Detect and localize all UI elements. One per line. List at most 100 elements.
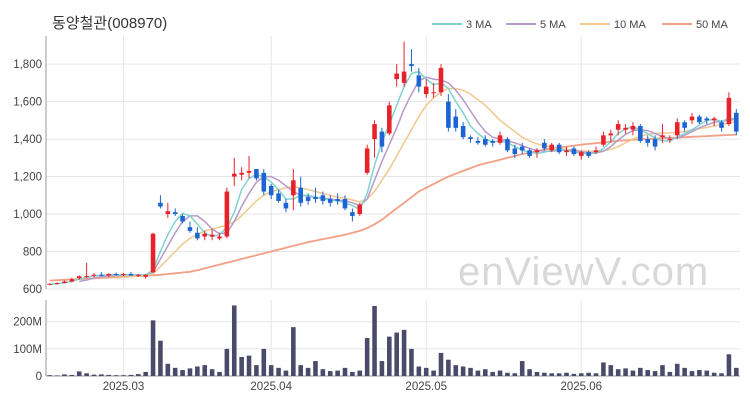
candle-body xyxy=(305,197,311,201)
volume-bar xyxy=(231,305,237,376)
price-tick-label: 1,200 xyxy=(13,172,42,184)
candle xyxy=(615,120,621,136)
candle-body xyxy=(623,127,628,130)
volume-bar xyxy=(62,374,67,376)
line-ma10 xyxy=(116,87,737,279)
volume-bar xyxy=(593,373,599,376)
candle-body xyxy=(556,144,562,153)
volume-bar xyxy=(113,375,119,376)
candle xyxy=(209,229,215,241)
volume-bar xyxy=(667,371,673,376)
volume-bar xyxy=(305,367,311,376)
candle xyxy=(719,120,724,132)
candle xyxy=(357,202,363,216)
volume-bar xyxy=(505,372,510,376)
candle xyxy=(711,116,717,126)
volume-bar xyxy=(623,368,628,376)
candle-body xyxy=(387,105,392,134)
candle xyxy=(254,169,259,181)
candle-body xyxy=(438,67,444,93)
candle xyxy=(305,193,311,205)
candle xyxy=(313,187,318,203)
candle-body xyxy=(76,276,82,279)
volume-bar xyxy=(350,371,355,376)
candle-body xyxy=(121,274,126,276)
volume-bar xyxy=(608,365,614,376)
candle xyxy=(291,169,296,211)
candle xyxy=(401,41,407,87)
volume-tick-label: 100M xyxy=(13,344,42,356)
volume-bar xyxy=(372,305,377,376)
volume-bar xyxy=(571,373,577,376)
candle xyxy=(638,124,643,143)
candle xyxy=(84,262,89,278)
volume-bar xyxy=(446,359,451,376)
candle-body xyxy=(372,124,377,140)
volume-bar xyxy=(711,372,717,376)
candle xyxy=(261,169,267,196)
candle xyxy=(519,142,525,155)
price-tick-label: 1,800 xyxy=(13,59,42,71)
price-axis: 600 800 1,000 1,200 1,400 1,600 1,800 xyxy=(13,59,42,296)
candle xyxy=(652,135,658,151)
volume-bar xyxy=(401,329,407,376)
volume-bar xyxy=(586,372,591,376)
candle-body xyxy=(209,234,215,237)
candle-body xyxy=(224,191,230,237)
volume-bar xyxy=(121,375,126,376)
candle-body xyxy=(578,152,584,156)
volume-tick-label: 200M xyxy=(13,317,42,329)
watermark: enViewV.com xyxy=(458,250,709,294)
candle xyxy=(364,144,370,175)
candle xyxy=(180,214,185,224)
legend-label-ma3: 3 MA xyxy=(466,19,492,31)
volume-bar xyxy=(335,370,340,376)
volume-bar xyxy=(482,369,488,376)
candle-body xyxy=(460,125,466,138)
candle xyxy=(217,232,222,241)
price-grid xyxy=(45,36,740,290)
candle xyxy=(91,273,97,278)
volume-bar xyxy=(195,366,200,376)
candle-body xyxy=(490,140,495,143)
candle-body xyxy=(357,204,363,215)
candle xyxy=(187,221,193,233)
volume-bar xyxy=(409,348,414,376)
candle xyxy=(268,184,274,200)
candle-body xyxy=(468,137,473,140)
volume-bar xyxy=(313,361,318,376)
volume-bar xyxy=(475,370,481,376)
volume-grid xyxy=(45,300,740,377)
volume-bar xyxy=(106,374,112,376)
candle xyxy=(246,155,252,179)
volume-bar xyxy=(364,338,370,376)
candle xyxy=(47,283,52,286)
volume-bar xyxy=(497,370,503,376)
candle-body xyxy=(630,125,636,130)
volume-bar xyxy=(320,369,326,376)
candle xyxy=(150,232,156,274)
candle-body xyxy=(401,71,407,83)
volume-bar xyxy=(527,369,532,376)
candle xyxy=(76,275,82,280)
candle xyxy=(542,139,547,151)
candle xyxy=(202,230,208,241)
candle-body xyxy=(350,212,355,216)
volume-bar xyxy=(283,370,289,376)
volume-bar xyxy=(298,365,304,376)
candle xyxy=(350,208,355,222)
candle-body xyxy=(268,185,274,196)
volume-bar xyxy=(519,361,525,376)
candle-body xyxy=(379,131,385,147)
candle xyxy=(468,135,473,143)
candle-body xyxy=(254,169,259,179)
candle xyxy=(571,146,577,156)
candle-body xyxy=(143,274,148,277)
volume-bar xyxy=(84,373,89,376)
legend-label-ma50: 50 MA xyxy=(696,19,728,31)
candle-body xyxy=(91,274,97,276)
volume-bar xyxy=(652,371,658,376)
volume-bar xyxy=(128,374,134,376)
candle xyxy=(342,195,348,211)
